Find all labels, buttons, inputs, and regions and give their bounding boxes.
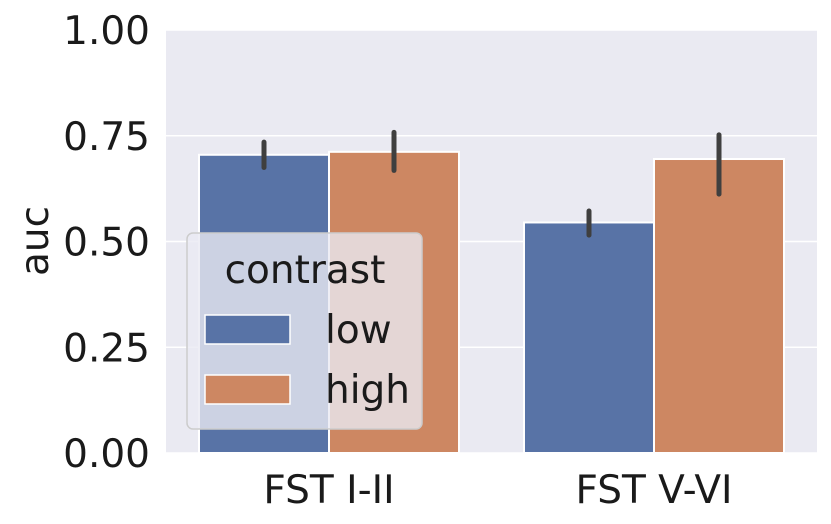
x-tick-label: FST I-II xyxy=(263,468,394,513)
legend-swatch-low xyxy=(204,314,291,345)
error-bars xyxy=(261,129,722,238)
y-tick-labels: 0.00 0.25 0.50 0.75 1.00 xyxy=(63,9,150,477)
x-tick-labels: FST I-II FST V-VI xyxy=(263,468,732,513)
legend: contrast low high xyxy=(186,232,423,430)
legend-label-low: low xyxy=(325,308,392,353)
y-tick-label: 0.75 xyxy=(63,115,150,160)
legend-label-high: high xyxy=(325,368,410,413)
y-axis-label: auc xyxy=(13,206,58,276)
legend-swatch-high xyxy=(204,374,291,405)
bar-low-1 xyxy=(523,221,655,454)
y-tick-label: 1.00 xyxy=(63,9,150,54)
bar-high-1 xyxy=(653,158,785,454)
y-tick-label: 0.50 xyxy=(63,221,150,266)
x-tick-label: FST V-VI xyxy=(575,468,732,513)
legend-title: contrast xyxy=(225,248,386,293)
y-tick-label: 0.00 xyxy=(63,432,150,477)
y-tick-label: 0.25 xyxy=(63,326,150,371)
legend-items: low high xyxy=(204,308,410,413)
